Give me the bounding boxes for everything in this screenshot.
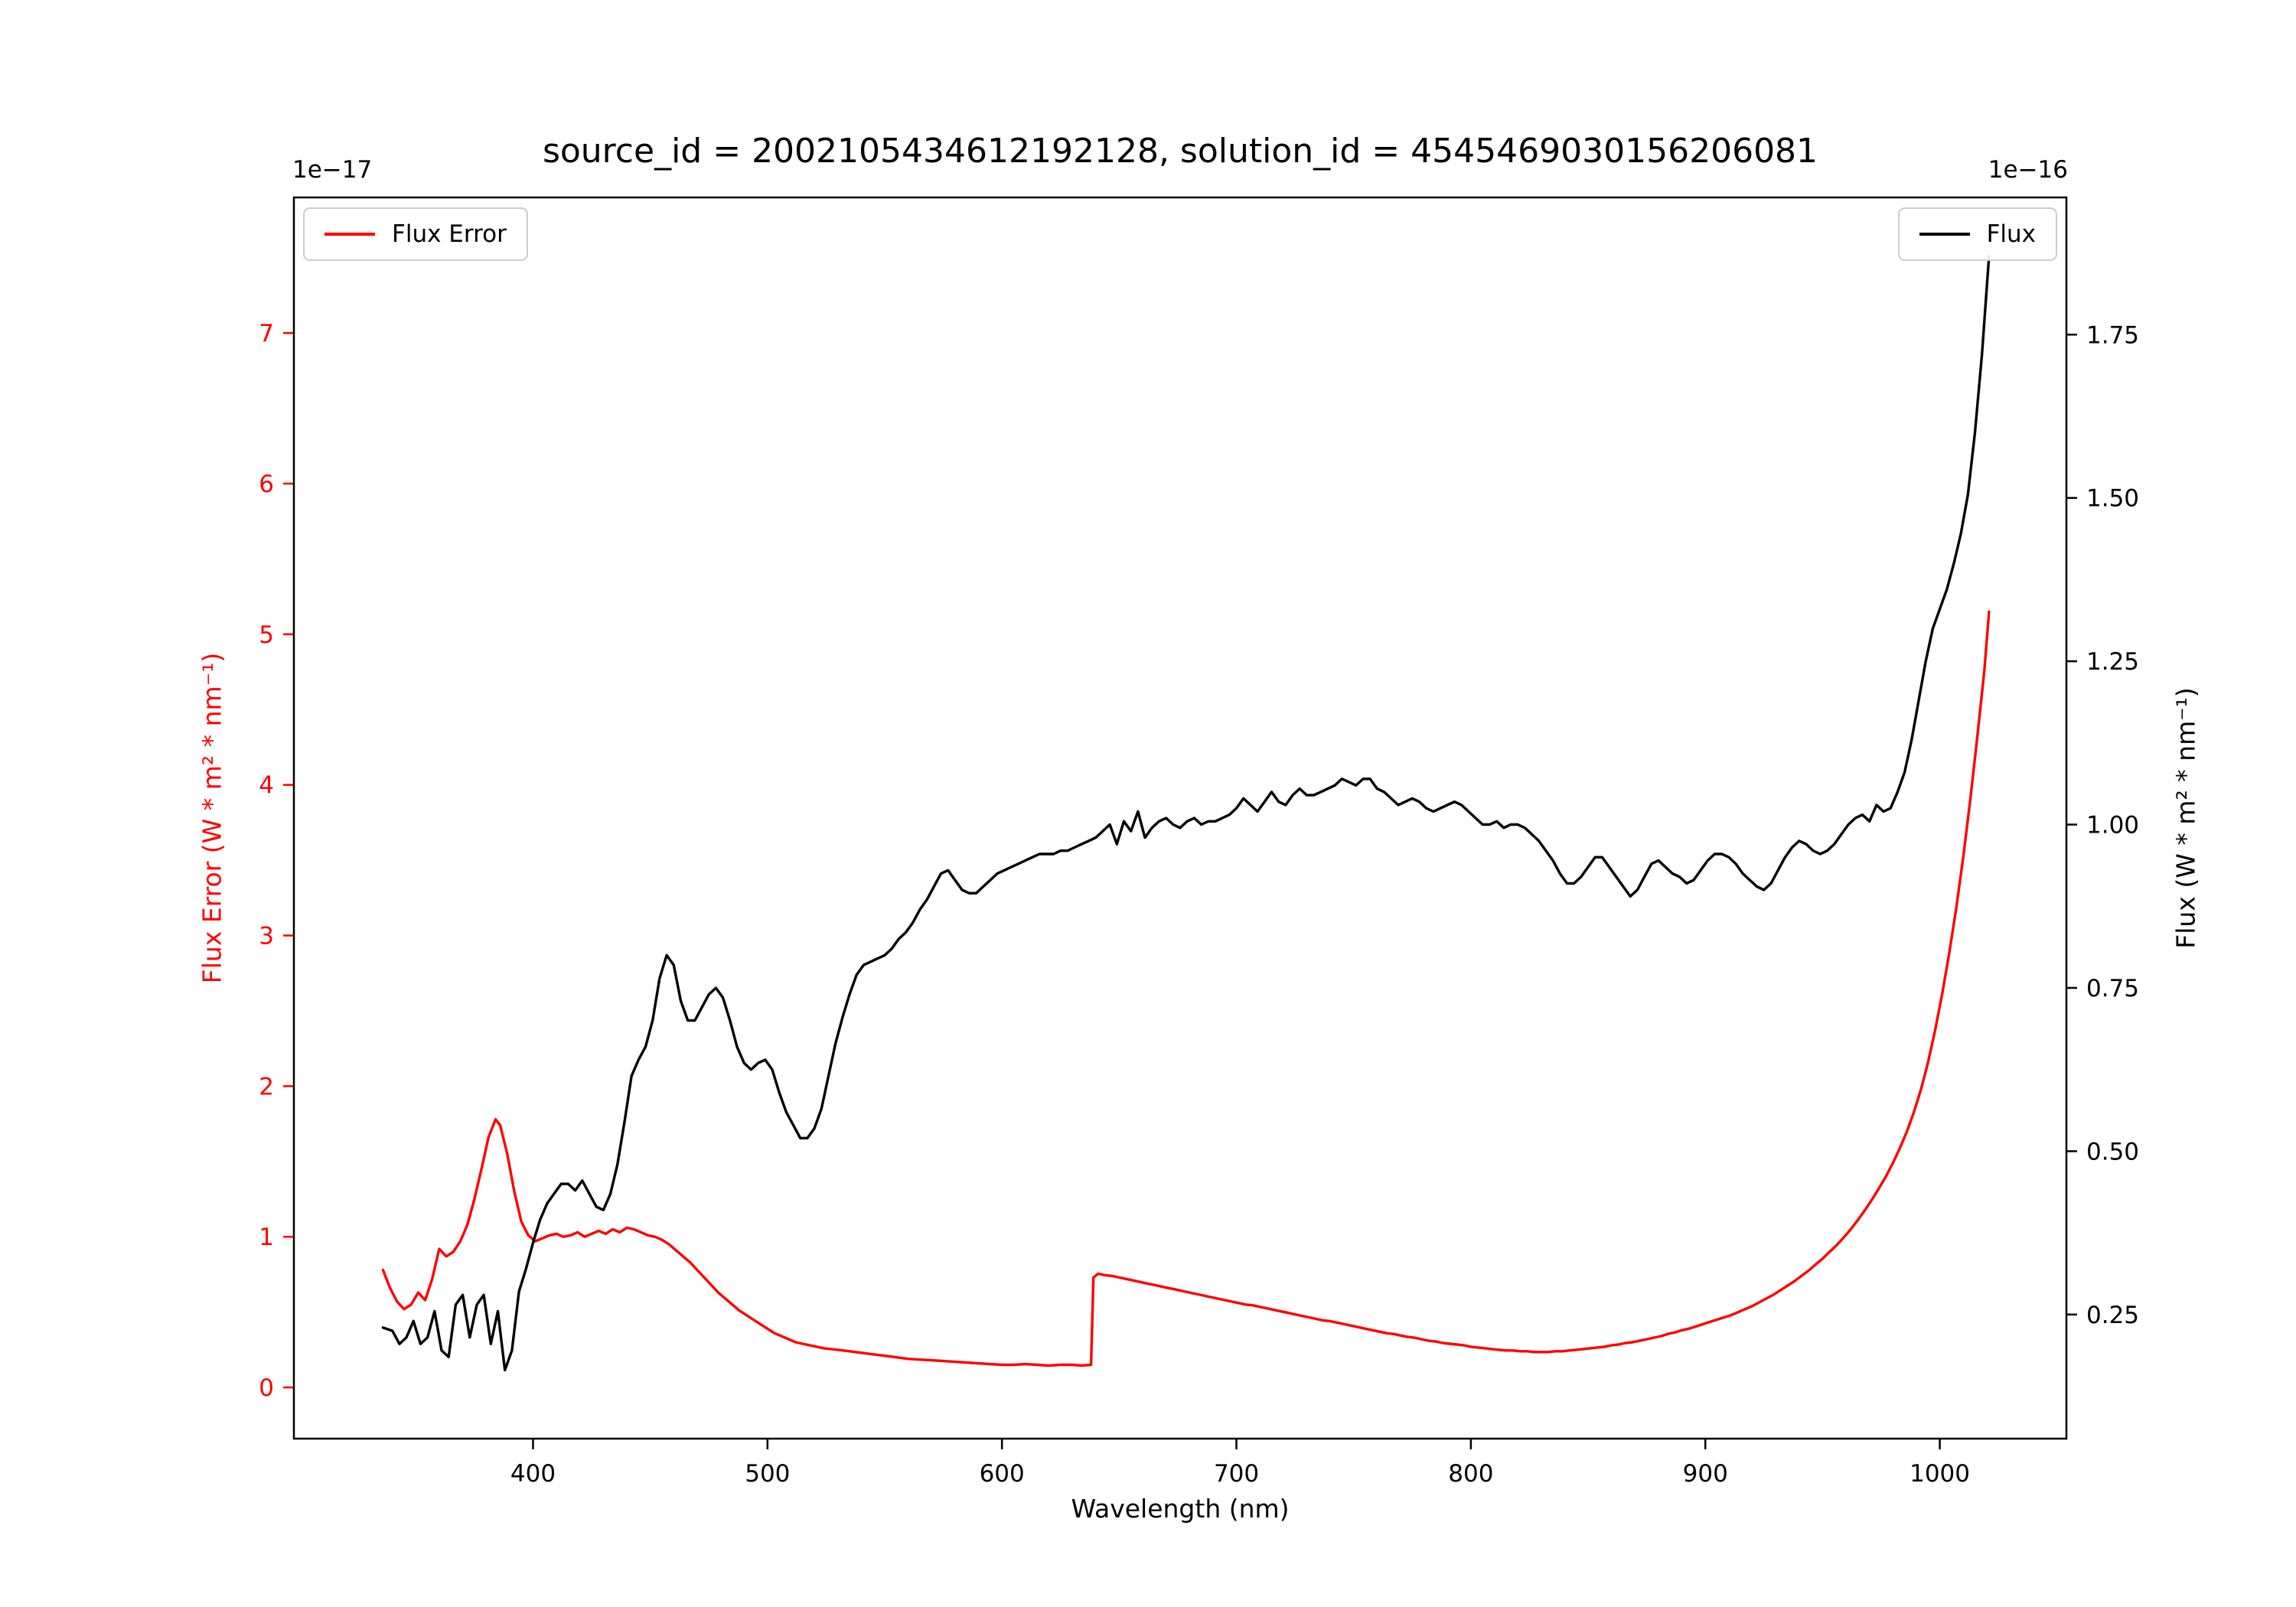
svg-text:400: 400	[510, 1460, 556, 1488]
svg-text:800: 800	[1448, 1460, 1493, 1488]
svg-text:1.75: 1.75	[2086, 321, 2139, 349]
svg-text:2: 2	[259, 1073, 274, 1100]
flux-error-curve	[381, 610, 1991, 1367]
right-axis-offset-text: 1e−16	[1988, 156, 2068, 184]
svg-text:1.25: 1.25	[2086, 648, 2139, 676]
flux-error-legend-label: Flux Error	[392, 220, 507, 248]
left-axis-label: Flux Error (W * m² * nm⁻¹)	[197, 652, 227, 984]
left-axis-offset-text: 1e−17	[292, 156, 373, 184]
svg-text:5: 5	[259, 621, 274, 649]
svg-text:0: 0	[259, 1374, 274, 1402]
svg-text:1000: 1000	[1910, 1460, 1970, 1488]
svg-text:4: 4	[259, 772, 274, 800]
svg-text:1: 1	[259, 1224, 274, 1251]
svg-text:900: 900	[1683, 1460, 1728, 1488]
svg-text:700: 700	[1214, 1460, 1259, 1488]
figure-title: source_id = 2002105434612192128, solutio…	[542, 132, 1818, 171]
svg-text:3: 3	[259, 923, 274, 950]
flux-legend-label: Flux	[1986, 220, 2036, 248]
svg-text:500: 500	[745, 1460, 790, 1488]
svg-text:7: 7	[259, 320, 274, 347]
flux-curve	[381, 255, 1991, 1372]
svg-text:0.75: 0.75	[2086, 975, 2139, 1002]
svg-text:600: 600	[980, 1460, 1025, 1488]
svg-text:1.00: 1.00	[2086, 812, 2139, 839]
flux-legend: Flux	[1897, 207, 2057, 261]
flux-legend-line-icon	[1919, 233, 1970, 236]
svg-text:1.50: 1.50	[2086, 485, 2139, 513]
svg-text:0.25: 0.25	[2086, 1302, 2139, 1329]
flux-error-legend: Flux Error	[303, 207, 528, 261]
svg-text:6: 6	[259, 471, 274, 498]
right-axis-label: Flux (W * m² * nm⁻¹)	[2170, 687, 2201, 949]
svg-text:0.50: 0.50	[2086, 1138, 2139, 1165]
x-axis-label: Wavelength (nm)	[1071, 1494, 1290, 1524]
flux-error-legend-line-icon	[325, 233, 375, 236]
